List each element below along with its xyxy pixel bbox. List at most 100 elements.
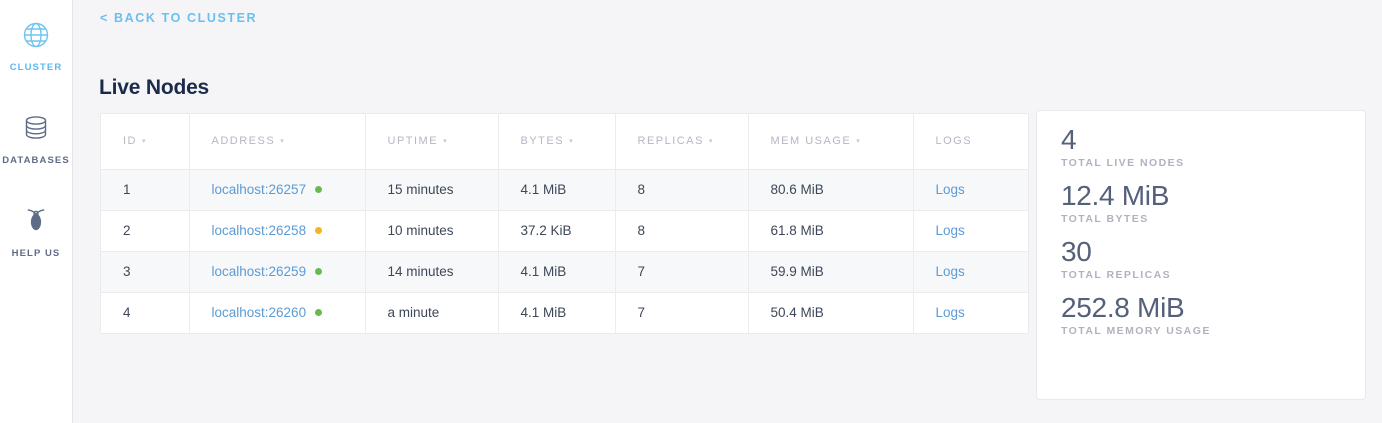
summary-stat: 252.8 MiB TOTAL MEMORY USAGE: [1061, 291, 1341, 337]
cell-id: 1: [101, 169, 190, 211]
summary-stat: 30 TOTAL REPLICAS: [1061, 235, 1341, 281]
cell-mem-usage: 50.4 MiB: [748, 292, 914, 333]
table-row: 1 localhost:26257 15 minutes 4.1 MiB 8 80.6 M…: [101, 169, 1028, 211]
node-replicas: 7: [637, 305, 646, 321]
summary-stat-value: 30: [1061, 236, 1092, 268]
sidebar-item-databases[interactable]: DATABASES: [0, 103, 72, 172]
node-id: 2: [123, 223, 131, 238]
node-uptime: 14 minutes: [387, 264, 454, 279]
cell-uptime: 10 minutes: [365, 210, 499, 252]
cell-id: 4: [101, 292, 190, 333]
live-nodes-table-card: ID ▾ ADDRESS ▾ UPTIME ▾ BYTES ▾ REPLICAS ▾ ME…: [100, 113, 1029, 334]
cell-mem-usage: 59.9 MiB: [748, 251, 914, 293]
status-dot-healthy-icon: [315, 268, 323, 275]
column-header-mem-usage[interactable]: MEM USAGE ▾: [748, 114, 914, 170]
node-bytes: 37.2 KiB: [520, 223, 572, 238]
node-bytes: 4.1 MiB: [520, 264, 567, 279]
cell-bytes: 4.1 MiB: [498, 251, 616, 293]
node-id: 4: [123, 305, 131, 321]
cell-replicas: 7: [615, 292, 749, 333]
column-header-bytes[interactable]: BYTES ▾: [498, 114, 616, 170]
summary-stat: 12.4 MiB TOTAL BYTES: [1061, 179, 1341, 225]
cell-mem-usage: 61.8 MiB: [748, 210, 914, 252]
node-mem-usage: 80.6 MiB: [770, 182, 824, 197]
sidebar-item-label: CLUSTER: [9, 62, 63, 73]
table-header-row: ID ▾ ADDRESS ▾ UPTIME ▾ BYTES ▾ REPLICAS ▾ ME…: [101, 114, 1028, 170]
node-address-link[interactable]: localhost:26259: [211, 264, 307, 279]
sort-caret-icon: ▾: [142, 138, 146, 146]
cell-uptime: 15 minutes: [365, 169, 499, 211]
node-logs-link[interactable]: Logs: [935, 264, 965, 279]
sidebar-item-label: HELP US: [11, 248, 61, 259]
cell-id: 2: [101, 210, 190, 252]
table-row: 2 localhost:26258 10 minutes 37.2 KiB 8 61.8 …: [101, 210, 1028, 252]
cell-replicas: 8: [615, 210, 749, 252]
node-replicas: 8: [637, 182, 646, 197]
node-uptime: a minute: [387, 305, 440, 321]
node-mem-usage: 59.9 MiB: [770, 264, 824, 279]
sort-caret-icon: ▾: [280, 138, 284, 146]
summary-stat-label: TOTAL BYTES: [1061, 213, 1149, 226]
node-mem-usage: 61.8 MiB: [770, 223, 824, 238]
cell-uptime: 14 minutes: [365, 251, 499, 293]
summary-stat-label: TOTAL MEMORY USAGE: [1061, 325, 1211, 338]
node-id: 1: [123, 182, 131, 197]
summary-stat: 4 TOTAL LIVE NODES: [1061, 123, 1341, 169]
summary-stats-card: 4 TOTAL LIVE NODES 12.4 MiB TOTAL BYTES 30 TO…: [1036, 110, 1366, 400]
node-address-link[interactable]: localhost:26257: [211, 182, 307, 197]
table-row: 3 localhost:26259 14 minutes 4.1 MiB 7 59.9 M…: [101, 251, 1028, 293]
column-header-replicas[interactable]: REPLICAS ▾: [615, 114, 749, 170]
cell-logs: Logs: [913, 210, 1028, 252]
status-dot-healthy-icon: [315, 309, 323, 317]
summary-stat-value: 12.4 MiB: [1061, 180, 1170, 212]
sidebar-item-help-us[interactable]: HELP US: [0, 196, 72, 265]
column-header-label: UPTIME: [387, 135, 439, 148]
column-header-label: LOGS: [935, 135, 973, 148]
node-bytes: 4.1 MiB: [520, 182, 567, 197]
sidebar: CLUSTER DATABASES: [0, 0, 73, 423]
cell-address: localhost:26260: [189, 292, 366, 333]
cell-mem-usage: 80.6 MiB: [748, 169, 914, 211]
node-replicas: 7: [637, 264, 646, 279]
cell-address: localhost:26257: [189, 169, 366, 211]
node-mem-usage: 50.4 MiB: [770, 305, 824, 321]
column-header-uptime[interactable]: UPTIME ▾: [365, 114, 499, 170]
node-logs-link[interactable]: Logs: [935, 223, 965, 238]
node-address-link[interactable]: localhost:26258: [211, 223, 307, 238]
cell-replicas: 8: [615, 169, 749, 211]
node-uptime: 15 minutes: [387, 182, 454, 197]
cell-replicas: 7: [615, 251, 749, 293]
sort-caret-icon: ▾: [443, 138, 447, 146]
back-to-cluster-link[interactable]: < BACK TO CLUSTER: [100, 11, 258, 25]
cell-logs: Logs: [913, 292, 1028, 333]
node-replicas: 8: [637, 223, 646, 238]
node-address-link[interactable]: localhost:26260: [211, 305, 307, 321]
sidebar-item-cluster[interactable]: CLUSTER: [0, 10, 72, 79]
node-uptime: 10 minutes: [387, 223, 454, 238]
cell-uptime: a minute: [365, 292, 499, 333]
sort-caret-icon: ▾: [569, 138, 573, 146]
node-logs-link[interactable]: Logs: [935, 305, 965, 321]
table-header: ID ▾ ADDRESS ▾ UPTIME ▾ BYTES ▾ REPLICAS ▾ ME…: [101, 114, 1028, 170]
summary-stat-label: TOTAL REPLICAS: [1061, 269, 1172, 282]
status-dot-warning-icon: [315, 227, 323, 234]
column-header-logs: LOGS: [913, 114, 1028, 170]
table-body: 1 localhost:26257 15 minutes 4.1 MiB 8 80.6 M…: [101, 169, 1028, 333]
cell-id: 3: [101, 251, 190, 293]
status-dot-healthy-icon: [315, 186, 323, 193]
summary-stat-value: 252.8 MiB: [1061, 292, 1185, 324]
column-header-address[interactable]: ADDRESS ▾: [189, 114, 366, 170]
globe-icon: [0, 20, 72, 52]
main-content: < BACK TO CLUSTER Live Nodes ID ▾ ADDRESS…: [73, 0, 1382, 423]
column-header-label: ADDRESS: [211, 135, 276, 148]
node-logs-link[interactable]: Logs: [935, 182, 965, 197]
live-nodes-table: ID ▾ ADDRESS ▾ UPTIME ▾ BYTES ▾ REPLICAS ▾ ME…: [101, 114, 1028, 333]
column-header-id[interactable]: ID ▾: [101, 114, 190, 170]
table-row: 4 localhost:26260 a minute 4.1 MiB 7 50.4 MiB…: [101, 292, 1028, 333]
bug-icon: [0, 206, 72, 238]
column-header-label: MEM USAGE: [770, 135, 852, 148]
summary-stat-value: 4: [1061, 124, 1077, 155]
node-id: 3: [123, 264, 131, 279]
node-bytes: 4.1 MiB: [520, 305, 567, 321]
